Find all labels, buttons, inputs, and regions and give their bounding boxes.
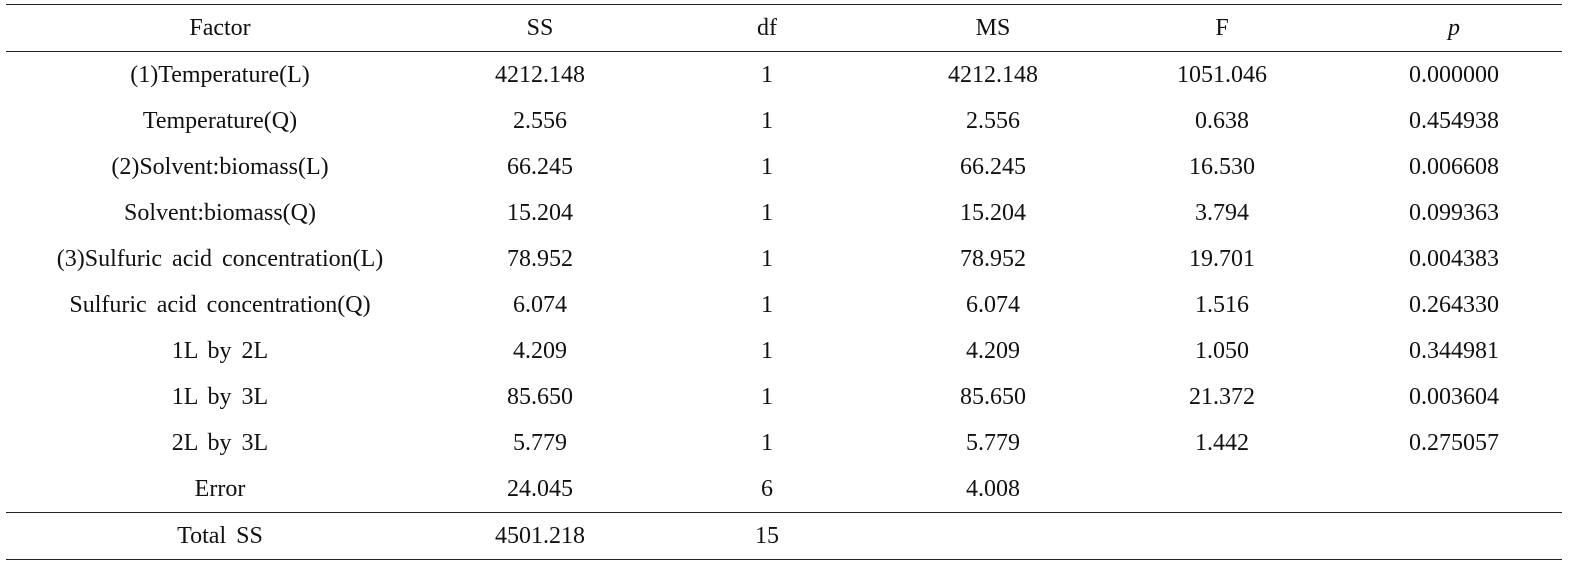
cell: Sulfuric acid concentration(Q)	[69, 291, 371, 318]
cell: 19.701	[1189, 245, 1255, 272]
cell: (3)Sulfuric acid concentration(L)	[56, 245, 384, 272]
cell: 1.442	[1195, 429, 1249, 456]
cell: 24.045	[507, 475, 573, 502]
cell: 16.530	[1189, 153, 1255, 180]
cell: 78.952	[507, 245, 573, 272]
cell: 4.209	[966, 337, 1020, 364]
cell: 5.779	[513, 429, 567, 456]
cell: Total SS	[177, 522, 263, 549]
header-cell: df	[757, 14, 777, 41]
cell: 85.650	[960, 383, 1026, 410]
table-body: (1)Temperature(L) 4212.148 1 4212.148 1051.0…	[6, 52, 1562, 560]
empty-cell	[1346, 513, 1562, 560]
data-row: (1)Temperature(L) 4212.148 1 4212.148 1051.0…	[6, 52, 1562, 99]
empty-cell	[1098, 466, 1346, 513]
cell: 1	[761, 429, 773, 456]
cell: 6.074	[966, 291, 1020, 318]
data-row: 1L by 3L 85.650 1 85.650 21.372 0.003604	[6, 374, 1562, 420]
cell: 2.556	[513, 107, 567, 134]
cell: 21.372	[1189, 383, 1255, 410]
cell: 1	[761, 291, 773, 318]
cell: 0.000000	[1409, 61, 1499, 88]
empty-cell	[888, 513, 1098, 560]
cell: 1.050	[1195, 337, 1249, 364]
header-cell: Factor	[189, 14, 251, 41]
cell: 1L by 3L	[171, 383, 269, 410]
cell: 0.003604	[1409, 383, 1499, 410]
cell: 1	[761, 107, 773, 134]
cell: Error	[194, 475, 246, 502]
data-row: (2)Solvent:biomass(L) 66.245 1 66.245 16.530…	[6, 144, 1562, 190]
cell: 1	[761, 153, 773, 180]
cell: 4.209	[513, 337, 567, 364]
cell: 66.245	[507, 153, 573, 180]
data-row: Sulfuric acid concentration(Q) 6.074 1 6.07…	[6, 282, 1562, 328]
cell: (1)Temperature(L)	[130, 61, 310, 88]
cell: 4212.148	[948, 61, 1038, 88]
data-row: (3)Sulfuric acid concentration(L) 78.952 1…	[6, 236, 1562, 282]
cell: 0.344981	[1409, 337, 1499, 364]
cell: 0.264330	[1409, 291, 1499, 318]
header-cell: SS	[526, 14, 554, 41]
cell: 1	[761, 337, 773, 364]
cell: 3.794	[1195, 199, 1249, 226]
cell: Temperature(Q)	[142, 107, 298, 134]
data-row: Solvent:biomass(Q) 15.204 1 15.204 3.794 0.09…	[6, 190, 1562, 236]
cell: 5.779	[966, 429, 1020, 456]
cell: 4501.218	[495, 522, 585, 549]
header-cell: MS	[975, 14, 1011, 41]
cell: 1051.046	[1177, 61, 1267, 88]
data-row: Error 24.045 6 4.008	[6, 466, 1562, 513]
cell: (2)Solvent:biomass(L)	[111, 153, 329, 180]
data-row: Temperature(Q) 2.556 1 2.556 0.638 0.454938	[6, 98, 1562, 144]
cell: 0.638	[1195, 107, 1249, 134]
data-row: 2L by 3L 5.779 1 5.779 1.442 0.275057	[6, 420, 1562, 466]
cell: 6	[761, 475, 773, 502]
cell: 2L by 3L	[171, 429, 269, 456]
cell: 1	[761, 383, 773, 410]
cell: 66.245	[960, 153, 1026, 180]
cell: 0.004383	[1409, 245, 1499, 272]
cell: 78.952	[960, 245, 1026, 272]
cell: 1.516	[1195, 291, 1249, 318]
cell: 4212.148	[495, 61, 585, 88]
cell: 1	[761, 199, 773, 226]
empty-cell	[1098, 513, 1346, 560]
cell: 15.204	[507, 199, 573, 226]
empty-cell	[1346, 466, 1562, 513]
cell: 1	[761, 245, 773, 272]
cell: 0.006608	[1409, 153, 1499, 180]
data-row: 1L by 2L 4.209 1 4.209 1.050 0.344981	[6, 328, 1562, 374]
cell: 0.099363	[1409, 199, 1499, 226]
header-cell: F	[1215, 14, 1229, 41]
cell: 2.556	[966, 107, 1020, 134]
cell: 85.650	[507, 383, 573, 410]
cell: 4.008	[966, 475, 1020, 502]
cell: 6.074	[513, 291, 567, 318]
cell: 1	[761, 61, 773, 88]
header-cell: p	[1448, 14, 1460, 41]
cell: 15.204	[960, 199, 1026, 226]
total-row: Total SS 4501.218 15	[6, 512, 1562, 560]
cell: 0.275057	[1409, 429, 1499, 456]
cell: 1L by 2L	[171, 337, 269, 364]
cell: Solvent:biomass(Q)	[124, 199, 316, 226]
cell: 15	[755, 522, 779, 549]
cell: 0.454938	[1409, 107, 1499, 134]
